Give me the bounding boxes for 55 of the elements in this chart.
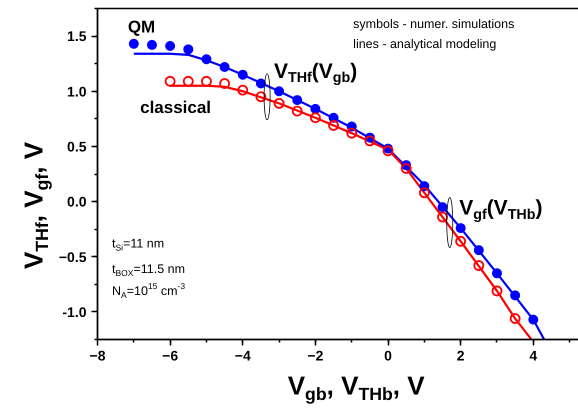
x-tick-label: 2 bbox=[456, 348, 465, 364]
point bbox=[220, 62, 230, 72]
point bbox=[438, 202, 448, 212]
y-axis-title: VTHf, Vgf, V bbox=[18, 141, 52, 270]
point bbox=[274, 86, 284, 96]
x-tick-label: 4 bbox=[529, 348, 538, 364]
point bbox=[455, 236, 466, 247]
y-tick-label: 0.5 bbox=[67, 138, 87, 154]
series-label: QM bbox=[128, 17, 156, 36]
point bbox=[400, 163, 412, 174]
y-tick-label: −0.5 bbox=[58, 248, 87, 265]
x-tick-label: −2 bbox=[307, 348, 324, 364]
point bbox=[528, 314, 538, 325]
point bbox=[328, 120, 339, 131]
point bbox=[310, 104, 320, 114]
point bbox=[456, 223, 466, 234]
point bbox=[146, 40, 157, 50]
x-tick-label: −6 bbox=[162, 348, 178, 364]
point bbox=[237, 84, 248, 96]
series-label: classical bbox=[140, 98, 212, 117]
point bbox=[418, 187, 430, 198]
x-tick-label: −4 bbox=[234, 348, 251, 364]
point bbox=[510, 290, 520, 300]
point bbox=[165, 41, 176, 52]
point bbox=[473, 260, 484, 271]
point bbox=[346, 128, 358, 139]
point bbox=[492, 286, 502, 296]
point bbox=[128, 38, 139, 49]
point bbox=[437, 212, 448, 222]
point bbox=[310, 112, 321, 124]
annotation: lines - analytical modeling bbox=[353, 36, 496, 51]
point bbox=[474, 245, 484, 256]
annotation: symbols - numer. simulations bbox=[353, 16, 514, 31]
y-tick-label: 1.0 bbox=[67, 83, 87, 100]
point bbox=[382, 145, 394, 156]
y-tick-label: 1.5 bbox=[67, 28, 87, 44]
point bbox=[256, 78, 266, 89]
point bbox=[274, 98, 284, 109]
point bbox=[292, 95, 302, 106]
point bbox=[256, 91, 266, 102]
point bbox=[238, 70, 248, 80]
point bbox=[183, 44, 194, 54]
point bbox=[182, 76, 194, 87]
point bbox=[510, 313, 521, 324]
x-tick-label: −8 bbox=[90, 348, 106, 364]
point bbox=[292, 106, 303, 116]
point bbox=[492, 268, 502, 278]
point bbox=[364, 136, 376, 146]
point bbox=[201, 54, 212, 64]
y-tick-label: 0.0 bbox=[67, 194, 87, 210]
x-tick-label: 0 bbox=[384, 348, 392, 364]
point bbox=[201, 76, 212, 87]
y-tick-label: -1.0 bbox=[62, 304, 87, 320]
point bbox=[219, 78, 230, 89]
point bbox=[164, 76, 176, 87]
